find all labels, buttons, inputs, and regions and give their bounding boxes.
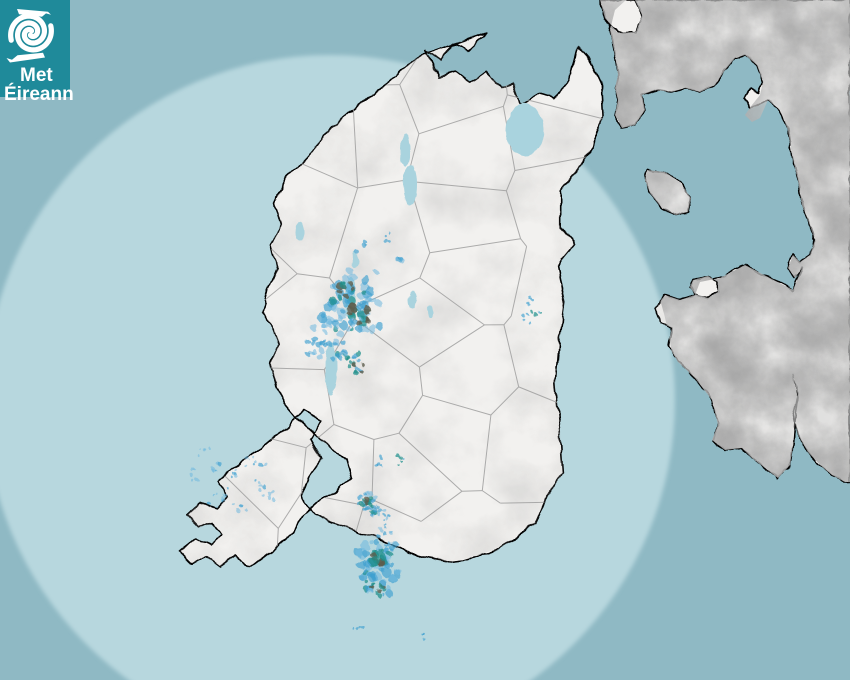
- svg-text:Éireann: Éireann: [4, 83, 74, 105]
- svg-text:Met: Met: [20, 65, 53, 86]
